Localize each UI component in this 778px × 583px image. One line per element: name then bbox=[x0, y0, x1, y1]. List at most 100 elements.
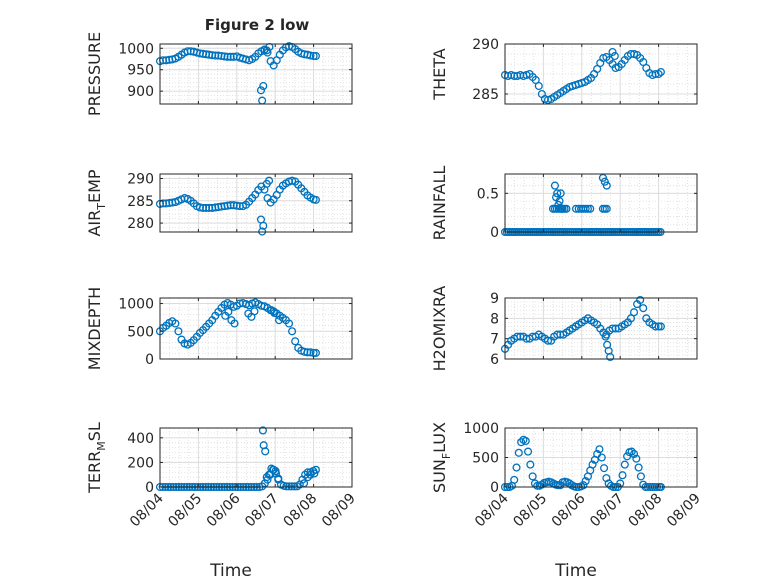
data-point bbox=[632, 454, 641, 463]
data-point bbox=[618, 471, 627, 480]
data-point bbox=[581, 477, 590, 486]
data-point bbox=[274, 316, 284, 325]
data-point bbox=[595, 445, 604, 454]
y-tick-label: 500 bbox=[127, 324, 154, 340]
y-tick-label: 0.5 bbox=[477, 186, 499, 202]
data-point bbox=[656, 67, 665, 77]
data-point bbox=[514, 448, 523, 457]
data-point bbox=[270, 308, 279, 318]
y-tick-label: 290 bbox=[127, 171, 154, 187]
data-point bbox=[284, 482, 294, 491]
data-point bbox=[654, 69, 663, 79]
data-point bbox=[310, 469, 319, 478]
data-point bbox=[512, 463, 521, 472]
data-point bbox=[311, 348, 320, 357]
data-point bbox=[620, 460, 629, 469]
y-tick-label: 500 bbox=[472, 451, 499, 467]
data-point bbox=[610, 51, 619, 61]
data-point bbox=[526, 460, 535, 469]
y-axis-label: H2OMIXRA bbox=[430, 286, 449, 372]
data-point bbox=[174, 327, 183, 336]
data-point bbox=[553, 189, 562, 198]
y-tick-label: 400 bbox=[127, 431, 154, 447]
y-tick-label: 0 bbox=[490, 225, 499, 241]
y-tick-label: 9 bbox=[490, 291, 499, 307]
data-point bbox=[171, 319, 180, 328]
axes-box bbox=[159, 297, 353, 360]
data-point bbox=[288, 327, 297, 336]
data-point bbox=[654, 322, 663, 331]
axes-air-temp: 280 285 290 AIRTEMP bbox=[85, 169, 353, 237]
y-tick-label: 200 bbox=[127, 455, 154, 471]
data-point bbox=[258, 426, 267, 435]
axes-box bbox=[504, 297, 698, 360]
y-tick-label: 7 bbox=[490, 332, 499, 348]
y-tick-label: 1000 bbox=[463, 421, 499, 437]
data-point bbox=[623, 452, 632, 461]
data-point bbox=[586, 204, 595, 213]
data-point bbox=[513, 332, 522, 341]
data-point bbox=[306, 348, 315, 357]
axes-box bbox=[159, 427, 353, 488]
data-point bbox=[606, 352, 615, 362]
data-point bbox=[259, 221, 268, 230]
data-point bbox=[602, 181, 611, 190]
axes-mixdepth: 0 500 1000 MIXDEPTH bbox=[85, 287, 353, 370]
axes-pressure: 900 950 1000 PRESSURE bbox=[85, 32, 353, 116]
y-tick-label: 0 bbox=[145, 352, 154, 368]
data-point bbox=[556, 189, 565, 198]
data-point bbox=[523, 447, 533, 456]
data-point bbox=[608, 324, 617, 333]
data-point bbox=[534, 81, 543, 91]
y-tick-label: 290 bbox=[472, 37, 499, 53]
y-tick-label: 285 bbox=[472, 87, 499, 103]
y-axis-label: THETA bbox=[430, 48, 449, 100]
data-point bbox=[517, 438, 526, 447]
data-point bbox=[583, 204, 592, 213]
data-point bbox=[629, 308, 639, 317]
data-point bbox=[639, 480, 648, 489]
y-tick-label: 1000 bbox=[118, 41, 154, 57]
y-tick-label: 950 bbox=[127, 63, 154, 79]
data-point bbox=[639, 304, 648, 313]
y-axis-label: SUNFLUX bbox=[430, 422, 453, 493]
data-point bbox=[602, 204, 611, 213]
data-point bbox=[550, 181, 559, 190]
data-point bbox=[262, 473, 271, 482]
data-point bbox=[651, 322, 660, 331]
data-point bbox=[626, 314, 636, 323]
axes-box bbox=[159, 173, 353, 233]
y-tick-label: 1000 bbox=[118, 297, 154, 313]
data-point bbox=[287, 482, 296, 491]
data-point bbox=[528, 472, 537, 481]
y-tick-label: 6 bbox=[490, 352, 499, 368]
data-point bbox=[588, 460, 597, 469]
x-axis-label: Time bbox=[554, 561, 597, 581]
data-point bbox=[543, 336, 553, 345]
axes-theta: 285 290 THETA bbox=[430, 37, 698, 105]
data-point bbox=[552, 193, 561, 202]
y-tick-label: 285 bbox=[127, 194, 154, 210]
data-point bbox=[579, 481, 588, 490]
data-point bbox=[311, 51, 320, 61]
axes-box bbox=[504, 173, 698, 233]
y-axis-label: AIRTEMP bbox=[85, 169, 108, 236]
data-point bbox=[311, 465, 320, 474]
data-point bbox=[600, 464, 609, 473]
axes-box bbox=[504, 43, 698, 105]
data-point bbox=[601, 332, 610, 341]
data-point bbox=[309, 51, 318, 61]
data-point bbox=[291, 337, 300, 346]
y-axis-label: TERRMSL bbox=[85, 422, 108, 494]
data-point bbox=[265, 176, 274, 185]
data-point bbox=[256, 86, 266, 95]
data-point bbox=[311, 195, 320, 204]
data-point bbox=[651, 69, 660, 79]
data-point bbox=[306, 51, 315, 60]
data-point bbox=[634, 463, 643, 472]
y-tick-label: 0 bbox=[490, 480, 499, 496]
figure-title: Figure 2 low bbox=[205, 16, 310, 34]
data-point bbox=[261, 447, 270, 456]
